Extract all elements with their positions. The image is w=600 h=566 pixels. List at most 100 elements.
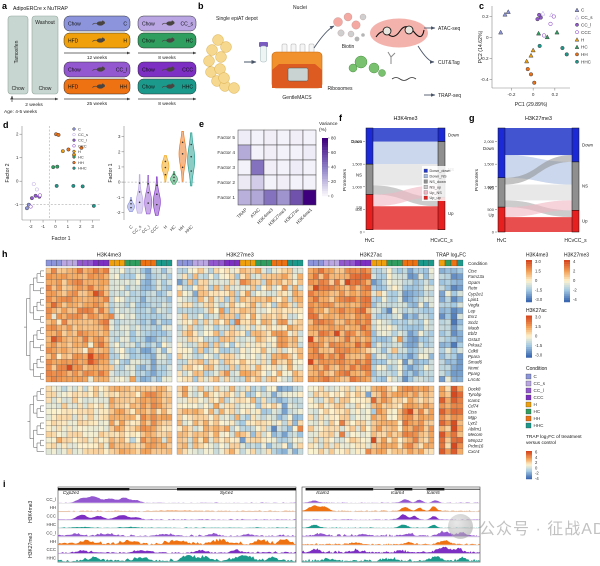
heatmap-cell (323, 290, 330, 297)
heatmap-cell (250, 347, 256, 354)
heatmap-cell (349, 364, 356, 371)
heatmap-cell (287, 336, 293, 343)
heatmap-cell (391, 397, 398, 404)
heatmap-cell (129, 437, 136, 444)
heatmap-cell (271, 402, 277, 409)
heatmap-cell (124, 442, 131, 449)
heatmap-cell (150, 347, 157, 354)
svg-text:NS: NS (356, 172, 362, 177)
heatmap-cell (224, 319, 230, 326)
nucleus-icon (337, 29, 345, 37)
heatmap-cell (307, 353, 314, 360)
heatmap-cell (197, 370, 204, 377)
condition-annotation-cell (423, 259, 429, 267)
heatmap-cell (407, 296, 414, 303)
condition-annotation-cell (45, 259, 52, 267)
heatmap-cell (281, 330, 288, 337)
heatmap-cell (376, 437, 382, 444)
heatmap-cell (72, 414, 78, 421)
heatmap-cell (266, 307, 272, 314)
heatmap-cell (255, 364, 262, 371)
heatmap-cell (82, 290, 89, 297)
heatmap-cell (334, 330, 340, 337)
heatmap-cell (266, 359, 272, 366)
sankey-bar-segment (365, 194, 374, 230)
trap-heatmap-cell (438, 437, 446, 444)
heatmap-cell (407, 420, 414, 427)
heatmap-cell (323, 431, 330, 438)
heatmap-cell (250, 408, 256, 415)
heatmap-cell (402, 330, 408, 337)
condition-annotation-cell (187, 259, 193, 267)
heatmap-cell (51, 385, 57, 392)
heatmap-cell (418, 273, 424, 280)
heatmap-cell (77, 267, 83, 274)
heatmap-cell (218, 442, 225, 449)
heatmap-cell (224, 364, 230, 371)
watermark: 公众号 · 征战AD (448, 514, 600, 539)
heatmap-cell (150, 376, 157, 383)
heatmap-cell (365, 273, 372, 280)
heatmap-cell (129, 431, 136, 438)
condition-annotation-cell (66, 259, 73, 267)
heatmap-cell (93, 376, 99, 383)
heatmap-cell (397, 385, 403, 392)
heatmap-cell (93, 336, 99, 343)
heatmap-cell (407, 313, 414, 320)
data-point (71, 183, 76, 188)
heatmap-cell (281, 296, 288, 303)
svg-text:3.0: 3.0 (535, 259, 541, 264)
heatmap-cell (271, 425, 277, 432)
heatmap-cell (182, 437, 188, 444)
svg-text:CCC: CCC (46, 514, 56, 519)
heatmap-cell (318, 296, 324, 303)
heatmap-cell (129, 279, 136, 286)
heatmap-cell (51, 359, 57, 366)
heatmap-cell (397, 307, 403, 314)
heatmap-cell (82, 347, 89, 354)
heatmap-cell (281, 319, 288, 326)
panel-label-a: a (2, 1, 8, 11)
condition-annotation-cell (224, 259, 230, 267)
heatmap-cell (218, 370, 225, 377)
heatmap-cell (192, 313, 199, 320)
heatmap-cell (339, 414, 345, 421)
heatmap-cell (276, 397, 283, 404)
heatmap-cell (292, 437, 298, 444)
heatmap-cell (245, 442, 251, 449)
trap-heatmap-cell (444, 336, 452, 343)
heatmap-cell (45, 353, 52, 360)
heatmap-cell (266, 324, 272, 331)
heatmap-cell (370, 313, 377, 320)
heatmap-cell (145, 336, 152, 343)
heatmap-cell (418, 385, 424, 392)
heatmap-cell (391, 402, 398, 409)
heatmap-cell (82, 431, 89, 438)
svg-text:Up: Up (357, 205, 363, 210)
heatmap-cell (276, 359, 283, 366)
heatmap-cell (218, 284, 225, 291)
heatmap-cell (407, 307, 414, 314)
heatmap-cell (360, 302, 366, 309)
heatmap-cell (360, 448, 366, 455)
heatmap-cell (140, 437, 146, 444)
heatmap-cell (135, 290, 141, 297)
heatmap-cell (150, 273, 157, 280)
heatmap-cell (213, 302, 220, 309)
ribosome-icon (378, 69, 386, 77)
svg-text:H3K27me3: H3K27me3 (226, 253, 254, 259)
trap-heatmap-cell (438, 324, 446, 331)
heatmap-cell (245, 420, 251, 427)
data-point (51, 165, 56, 170)
heatmap-cell (418, 408, 424, 415)
heatmap-cell (307, 319, 314, 326)
signal-track-CCC (58, 549, 296, 554)
heatmap-cell (402, 341, 408, 348)
heatmap-cell (355, 353, 361, 360)
heatmap-cell (93, 385, 99, 392)
heatmap-cell (397, 267, 403, 274)
svg-text:0: 0 (492, 230, 495, 235)
heatmap-cell (365, 313, 372, 320)
heatmap-cell (365, 414, 372, 421)
